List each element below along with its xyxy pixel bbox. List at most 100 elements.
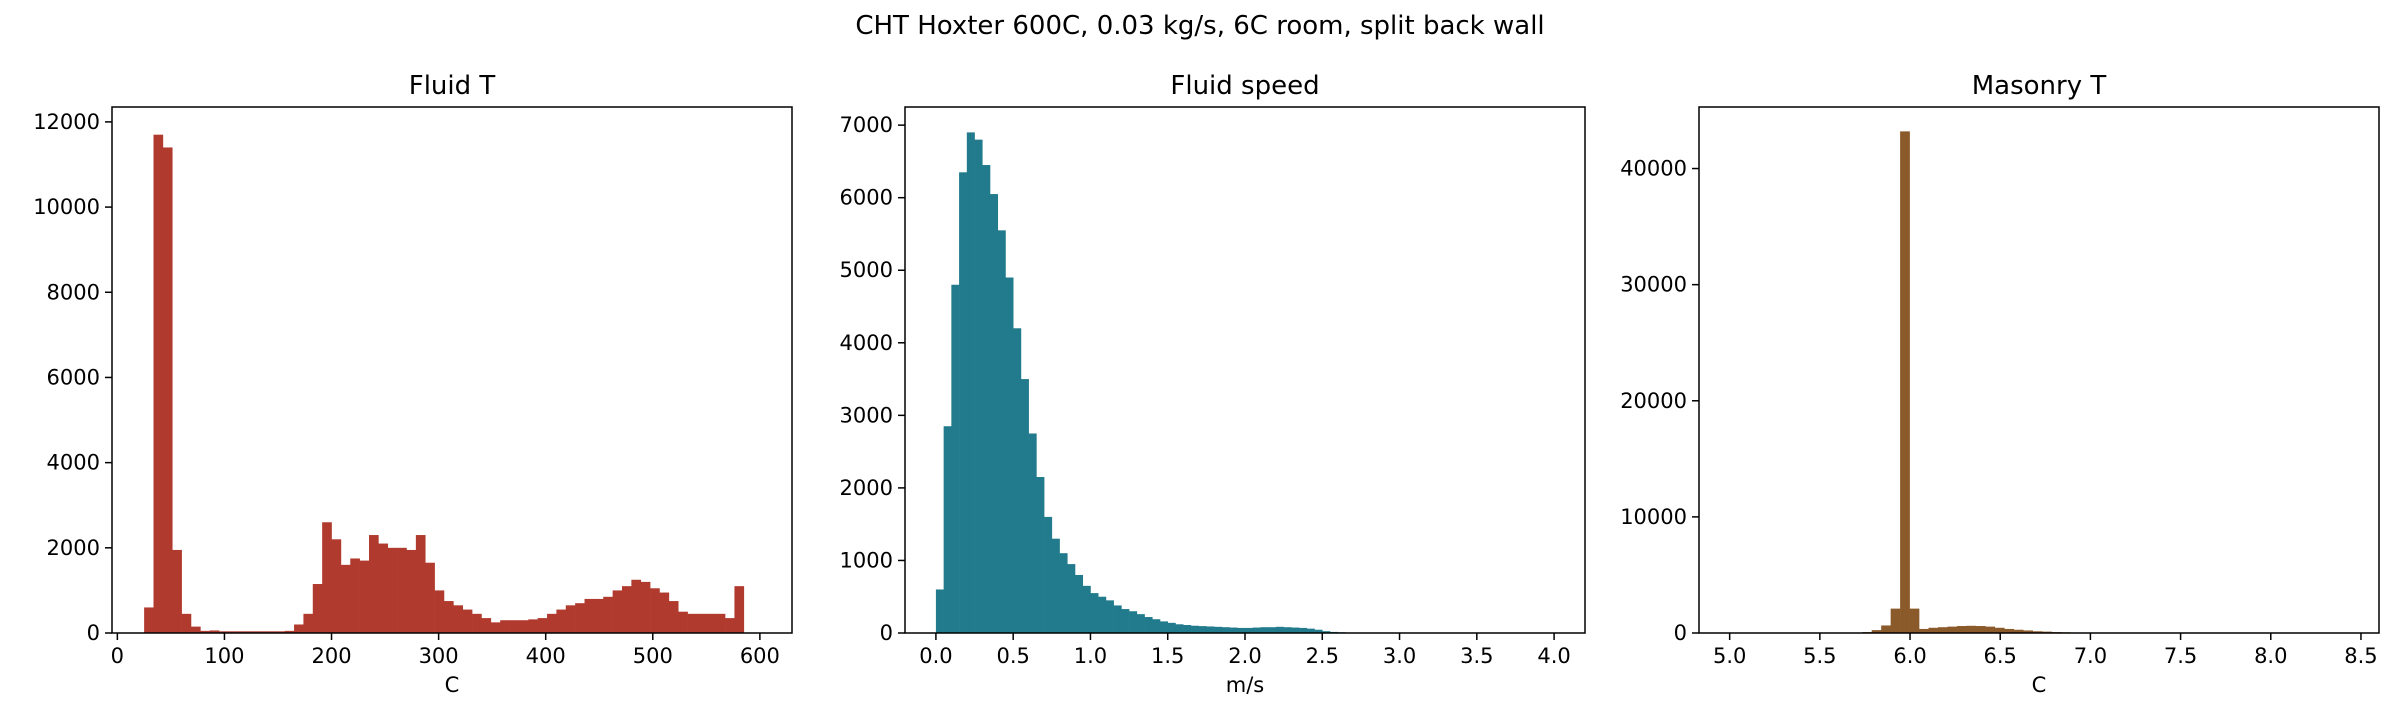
histogram-bar-masonry-temperature xyxy=(1909,608,1920,633)
histogram-bar-fluid-temperature xyxy=(443,601,454,633)
histogram-bar-masonry-temperature xyxy=(1871,630,1882,633)
y-tick-label: 6000 xyxy=(47,365,100,389)
histogram-bar-fluid-temperature xyxy=(715,613,726,633)
histogram-bar-fluid-speed xyxy=(1013,328,1022,633)
histogram-bar-fluid-speed xyxy=(1268,627,1277,633)
x-tick-label: 2.5 xyxy=(1306,644,1339,668)
ticks-fluid-temperature: 0 100 200 300 400 500 600020004000600080001000… xyxy=(33,110,780,668)
panel-masonry-temperature: Masonry T 5.0 5.5 6.0 6.5 7.0 7.5 8.0 8.5 0 10000… xyxy=(1620,71,2380,697)
histogram-bar-fluid-speed xyxy=(1160,621,1169,633)
histogram-bar-fluid-temperature xyxy=(650,588,660,633)
histogram-bar-masonry-temperature xyxy=(1919,628,1929,633)
histogram-bar-fluid-temperature xyxy=(547,613,557,633)
histogram-bar-masonry-temperature xyxy=(2013,629,2024,633)
histogram-bar-fluid-temperature xyxy=(584,598,595,633)
y-tick-label: 7000 xyxy=(840,113,893,137)
histogram-bar-fluid-temperature xyxy=(622,586,632,633)
histogram-bar-fluid-speed xyxy=(1299,627,1308,633)
histogram-bar-fluid-speed xyxy=(982,165,991,634)
histogram-bar-fluid-temperature xyxy=(209,630,220,633)
histogram-bar-fluid-speed xyxy=(1322,631,1331,633)
histogram-bar-fluid-temperature xyxy=(190,626,201,633)
y-tick-label: 2000 xyxy=(47,536,100,560)
x-tick-label: 3.5 xyxy=(1460,644,1493,668)
histogram-bar-fluid-temperature xyxy=(294,624,304,633)
y-tick-label: 10000 xyxy=(1620,505,1687,529)
histogram-bar-fluid-temperature xyxy=(200,630,211,633)
histogram-bar-fluid-speed xyxy=(1121,609,1130,633)
y-tick-label: 10000 xyxy=(33,195,100,219)
histogram-bar-masonry-temperature xyxy=(1937,627,1948,633)
x-tick-label: 0 xyxy=(111,644,124,668)
ticks-fluid-speed: 0.0 0.5 1.0 1.5 2.0 2.5 3.0 3.5 4.0 0 1000 2000 3000… xyxy=(840,113,1571,668)
histogram-bar-fluid-temperature xyxy=(481,618,492,633)
x-tick-label: 7.0 xyxy=(2074,644,2107,668)
histogram-bar-fluid-temperature xyxy=(659,592,670,633)
y-tick-label: 8000 xyxy=(47,280,100,304)
histogram-bar-fluid-speed xyxy=(1005,277,1014,633)
x-tick-label: 100 xyxy=(204,644,244,668)
histogram-bar-fluid-temperature xyxy=(237,631,248,633)
y-tick-label: 30000 xyxy=(1620,273,1687,297)
y-tick-label: 6000 xyxy=(840,186,893,210)
histogram-bar-fluid-temperature xyxy=(696,613,707,633)
histogram-bar-fluid-temperature xyxy=(228,631,239,633)
histogram-bar-fluid-temperature xyxy=(556,609,567,633)
histogram-bar-fluid-temperature xyxy=(162,147,173,633)
x-tick-label: 400 xyxy=(526,644,566,668)
histogram-bar-fluid-speed xyxy=(1136,614,1145,633)
x-tick-label: 7.5 xyxy=(2164,644,2197,668)
histogram-bar-fluid-temperature xyxy=(331,539,342,633)
histogram-bar-fluid-temperature xyxy=(631,579,642,633)
histogram-bar-fluid-speed xyxy=(1260,627,1269,633)
histogram-bar-fluid-speed xyxy=(1306,628,1315,633)
histogram-bar-fluid-temperature xyxy=(340,564,351,633)
histogram-bar-fluid-temperature xyxy=(350,558,360,633)
histogram-bar-fluid-temperature xyxy=(275,631,285,633)
histogram-bar-fluid-temperature xyxy=(668,601,679,633)
histogram-bar-fluid-temperature xyxy=(369,535,379,633)
histogram-bar-fluid-temperature xyxy=(537,618,548,633)
histogram-bar-masonry-temperature xyxy=(1975,626,1986,633)
histogram-bar-fluid-speed xyxy=(1206,626,1215,633)
histogram-bar-fluid-temperature xyxy=(219,631,229,633)
histogram-bar-fluid-temperature xyxy=(453,605,464,633)
histogram-bar-fluid-temperature xyxy=(575,603,585,633)
histogram-bar-fluid-speed xyxy=(1051,538,1060,633)
histogram-bar-masonry-temperature xyxy=(1985,626,1996,633)
histogram-bar-fluid-speed xyxy=(1144,617,1153,633)
x-tick-label: 500 xyxy=(633,644,673,668)
histogram-bar-fluid-speed xyxy=(1082,585,1091,633)
bars-fluid-temperature xyxy=(144,134,745,633)
x-tick-label: 1.0 xyxy=(1074,644,1107,668)
histogram-bar-fluid-speed xyxy=(943,426,952,633)
y-tick-label: 4000 xyxy=(840,331,893,355)
x-tick-label: 0.0 xyxy=(919,644,952,668)
x-tick-label: 3.0 xyxy=(1383,644,1416,668)
histogram-bar-fluid-speed xyxy=(935,589,944,633)
panel-title-fluid-temperature: Fluid T xyxy=(409,71,496,101)
histogram-bar-masonry-temperature xyxy=(1994,627,2005,633)
bars-masonry-temperature xyxy=(1843,131,2365,633)
histogram-bar-fluid-temperature xyxy=(144,607,154,633)
x-axis-label-fluid-speed: m/s xyxy=(1226,673,1264,697)
histogram-bar-fluid-speed xyxy=(959,172,968,634)
histogram-bar-fluid-temperature xyxy=(406,549,417,633)
y-tick-label: 3000 xyxy=(840,403,893,427)
panel-fluid-temperature: Fluid T 0 100 200 300 400 500 6000200040006000… xyxy=(33,71,793,697)
histogram-bar-fluid-temperature xyxy=(490,622,501,633)
histogram-bar-fluid-temperature xyxy=(593,598,604,633)
histogram-bar-fluid-speed xyxy=(1221,627,1230,633)
histogram-bar-masonry-temperature xyxy=(1956,626,1967,633)
panel-fluid-speed: Fluid speed 0.0 0.5 1.0 1.5 2.0 2.5 3.0 3.5 4.00… xyxy=(840,71,1586,697)
y-tick-label: 0 xyxy=(87,621,100,645)
histogram-bar-fluid-temperature xyxy=(284,630,295,633)
histogram-bar-fluid-speed xyxy=(1229,627,1238,633)
histogram-bar-fluid-speed xyxy=(997,230,1006,633)
histogram-bar-fluid-speed xyxy=(1275,626,1284,633)
histogram-bar-fluid-speed xyxy=(1252,627,1261,633)
y-tick-label: 40000 xyxy=(1620,157,1687,181)
y-tick-label: 1000 xyxy=(840,548,893,572)
x-tick-label: 5.5 xyxy=(1803,644,1836,668)
